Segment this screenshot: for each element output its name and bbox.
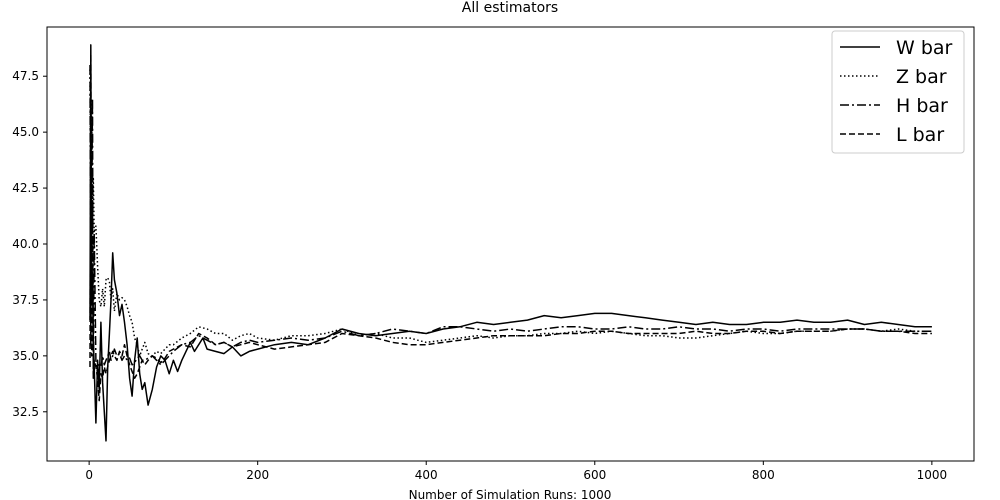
x-axis-label: Number of Simulation Runs: 1000 bbox=[409, 488, 612, 500]
legend-label-0: W bar bbox=[896, 37, 953, 59]
series-line-1 bbox=[89, 69, 932, 357]
chart-title: All estimators bbox=[462, 0, 558, 16]
legend-box bbox=[831, 30, 965, 154]
legend-label-3: L bar bbox=[896, 124, 944, 146]
x-tick-label-1: 200 bbox=[246, 468, 269, 482]
series-line-3 bbox=[89, 53, 932, 402]
y-tick-label-6: 47.5 bbox=[12, 69, 39, 83]
legend-label-2: H bar bbox=[896, 95, 948, 117]
y-tick-label-0: 32.5 bbox=[12, 405, 39, 419]
x-tick-label-5: 1000 bbox=[917, 468, 948, 482]
y-tick-label-1: 35.0 bbox=[12, 349, 39, 363]
legend-label-1: Z bar bbox=[896, 66, 947, 88]
x-tick-label-2: 400 bbox=[415, 468, 438, 482]
y-tick-label-5: 45.0 bbox=[12, 125, 39, 139]
x-tick-label-3: 600 bbox=[583, 468, 606, 482]
series-line-0 bbox=[89, 44, 932, 442]
y-axis: 32.5 35.0 37.5 40.0 42.5 45.0 47.5 bbox=[12, 69, 47, 419]
x-tick-label-0: 0 bbox=[85, 468, 93, 482]
y-tick-label-4: 42.5 bbox=[12, 181, 39, 195]
series-layer bbox=[89, 44, 932, 442]
series-line-2 bbox=[89, 64, 932, 379]
x-axis: 0 200 400 600 800 1000 bbox=[85, 461, 947, 482]
x-tick-label-4: 800 bbox=[752, 468, 775, 482]
legend: W bar Z bar H bar L bar bbox=[831, 30, 965, 154]
y-tick-label-3: 40.0 bbox=[12, 237, 39, 251]
y-tick-label-2: 37.5 bbox=[12, 293, 39, 307]
